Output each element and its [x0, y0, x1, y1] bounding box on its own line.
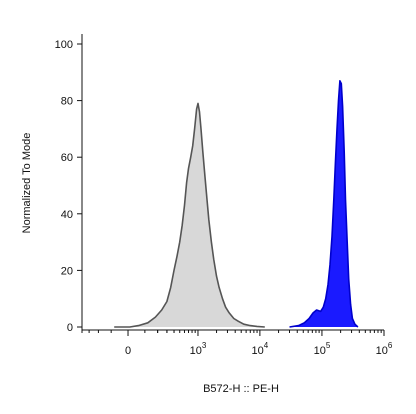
x-tick-label: 105	[314, 341, 331, 357]
y-tick-label: 60	[61, 152, 73, 164]
x-tick-label: 103	[190, 341, 207, 357]
y-axis-title: Normalized To Mode	[21, 133, 33, 234]
y-tick-label: 100	[55, 39, 73, 51]
series-1-area	[114, 103, 265, 328]
x-tick-label: 0	[125, 345, 131, 357]
y-tick-label: 0	[67, 322, 73, 334]
plot-frame	[81, 34, 384, 331]
series-1-outline	[114, 102, 265, 328]
y-tick-label: 40	[61, 209, 73, 221]
x-tick-label: 104	[252, 341, 269, 357]
series-2-area	[289, 80, 358, 327]
y-tick-label: 80	[61, 96, 73, 108]
x-tick-label: 106	[376, 341, 393, 357]
x-axis-title: B572-H :: PE-H	[203, 383, 279, 395]
series-2-outline	[289, 80, 359, 328]
y-tick-label: 20	[61, 265, 73, 277]
x-ticks: 0 103 104 105 106	[81, 330, 393, 357]
series-layer	[114, 80, 359, 328]
y-ticks: 0 20 40 60 80 100	[55, 39, 82, 334]
